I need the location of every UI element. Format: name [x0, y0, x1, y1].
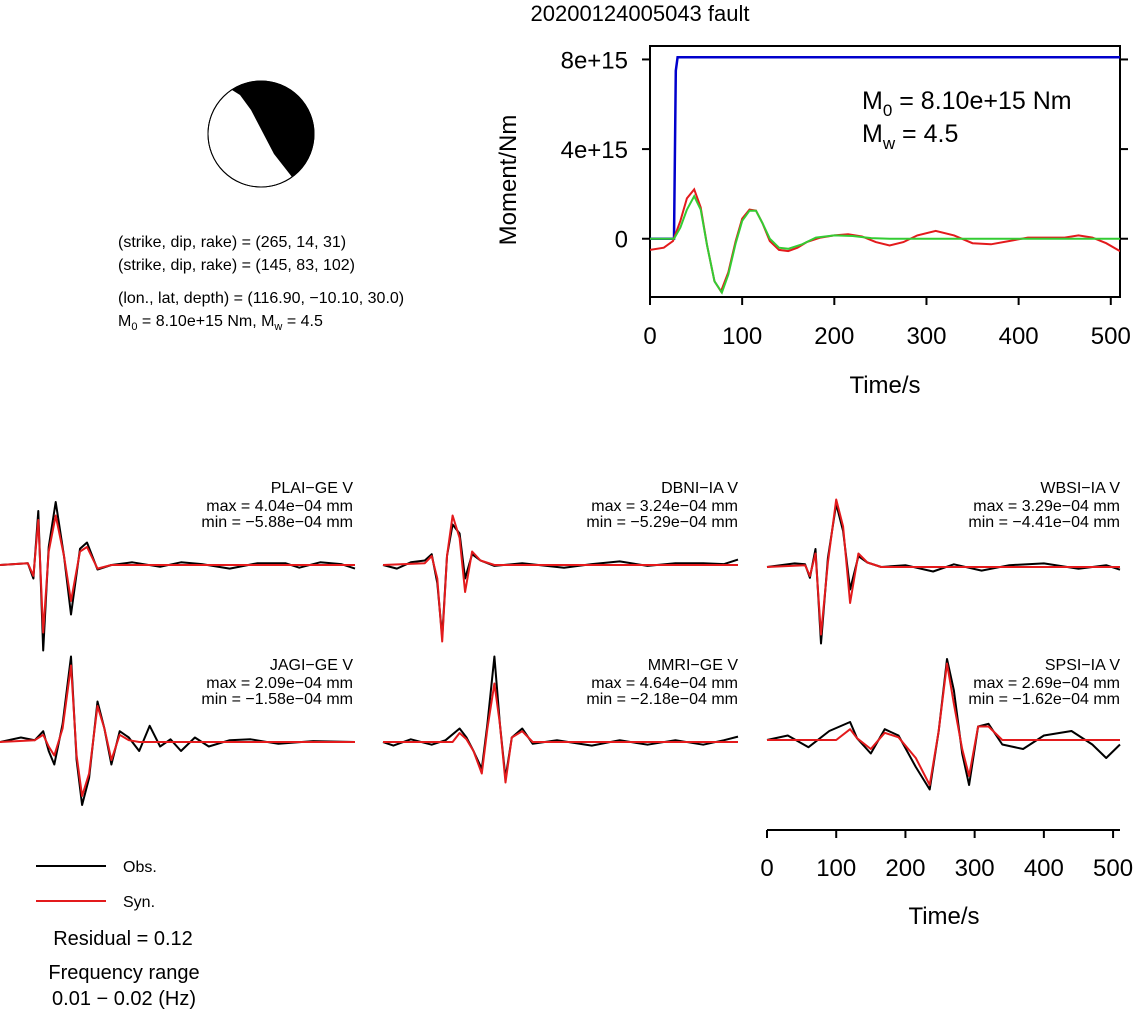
moment-x-tick-label: 0 [643, 323, 656, 350]
synthetic-trace [383, 682, 738, 784]
synthetic-trace [766, 498, 1120, 636]
station-max: max = 2.09e−04 mm [206, 675, 353, 692]
waveform-x-tick-label: 100 [816, 855, 856, 882]
frequency-range-value: 0.01 − 0.02 (Hz) [52, 988, 196, 1009]
moment-x-tick-label: 500 [1091, 323, 1131, 350]
mechanism-info: (strike, dip, rake) = (265, 14, 31) (str… [118, 234, 404, 333]
station-min: min = −4.41e−04 mm [968, 514, 1120, 531]
station-min: min = −2.18e−04 mm [586, 691, 738, 708]
station-max: max = 2.69e−04 mm [973, 675, 1120, 692]
moment-y-tick-label: 4e+15 [561, 137, 628, 164]
legend: Obs. Syn. [36, 859, 157, 911]
moment-series-2 [650, 194, 1120, 295]
station-name: MMRI−GE V [648, 657, 739, 674]
nodal-plane-1: (strike, dip, rake) = (265, 14, 31) [118, 234, 346, 251]
moment-y-tick-label: 8e+15 [561, 47, 628, 74]
moment-plot-frame [649, 45, 1121, 298]
moment-line: M0 = 8.10e+15 Nm, Mw = 4.5 [118, 313, 323, 333]
station-name: DBNI−IA V [661, 480, 738, 497]
moment-x-label: Time/s [849, 372, 920, 399]
waveform-x-tick-label: 500 [1093, 855, 1133, 882]
legend-syn-label: Syn. [123, 894, 155, 911]
waveform-time-axis: 0 100 200 300 400 500 [760, 829, 1133, 882]
nodal-plane-2: (strike, dip, rake) = (145, 83, 102) [118, 257, 355, 274]
station-max: max = 4.04e−04 mm [206, 498, 353, 515]
frequency-range-title: Frequency range [48, 962, 199, 984]
station-min: min = −1.58e−04 mm [201, 691, 353, 708]
moment-series-1 [650, 187, 1120, 294]
synthetic-trace [0, 664, 355, 797]
location-line: (lon., lat, depth) = (116.90, −10.10, 30… [118, 290, 404, 307]
station-min: min = −5.29e−04 mm [586, 514, 738, 531]
station-max: max = 3.29e−04 mm [973, 498, 1120, 515]
station-max: max = 3.24e−04 mm [591, 498, 738, 515]
station-name: PLAI−GE V [271, 480, 354, 497]
observed-trace [382, 523, 739, 638]
moment-x-tick-label: 200 [814, 323, 854, 350]
residual-text: Residual = 0.12 [53, 928, 193, 950]
synthetic-trace [767, 662, 1120, 786]
waveform-x-tick-label: 400 [1024, 855, 1064, 882]
waveform-x-tick-label: 300 [955, 855, 995, 882]
figure-title: 20200124005043 fault [531, 1, 750, 26]
station-min: min = −5.88e−04 mm [201, 514, 353, 531]
moment-y-label: Moment/Nm [495, 115, 522, 246]
beachball-icon [207, 80, 315, 188]
synthetic-trace [382, 514, 738, 643]
moment-x-tick-label: 100 [722, 323, 762, 350]
station-name: SPSI−IA V [1045, 657, 1120, 674]
observed-trace [766, 658, 1121, 791]
waveform-x-tick-label: 0 [760, 855, 773, 882]
moment-x-tick-label: 400 [999, 323, 1039, 350]
legend-obs-label: Obs. [123, 859, 157, 876]
waveform-x-tick-label: 200 [885, 855, 925, 882]
moment-panel: 0 100 200 300 400 500 0 4e+15 8e+15 M0 = 8.10e+1… [495, 45, 1131, 399]
station-max: max = 4.64e−04 mm [591, 675, 738, 692]
waveform-x-label: Time/s [908, 903, 979, 930]
station-name: WBSI−IA V [1040, 480, 1120, 497]
synthetic-trace [0, 514, 355, 634]
moment-annotation-m0: M0 = 8.10e+15 Nm [862, 87, 1072, 120]
moment-x-tick-label: 300 [906, 323, 946, 350]
station-name: JAGI−GE V [270, 657, 353, 674]
moment-y-tick-label: 0 [615, 227, 628, 254]
moment-annotation-mw: Mw = 4.5 [862, 120, 958, 153]
station-min: min = −1.62e−04 mm [968, 691, 1120, 708]
